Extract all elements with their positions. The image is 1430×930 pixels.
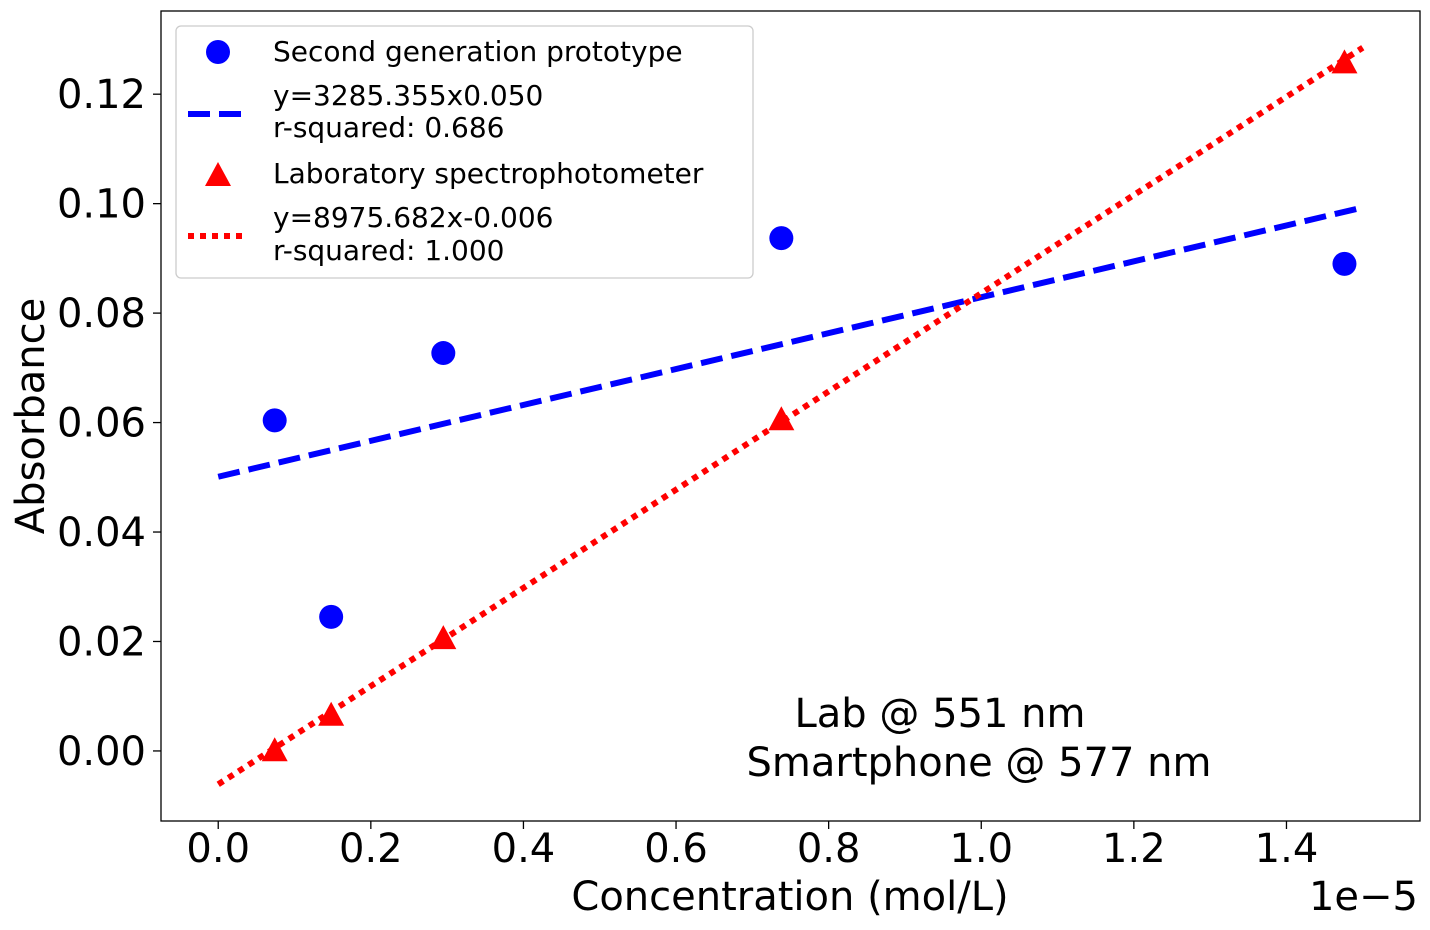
y-tick-label: 0.10 bbox=[57, 182, 146, 228]
plot-marks bbox=[216, 45, 1365, 787]
x-tick-label: 1.2 bbox=[1102, 826, 1166, 872]
legend-marker-spectrophotometer bbox=[205, 162, 231, 186]
y-axis-title: Absorbance bbox=[8, 298, 54, 534]
legend-label-prototype: Second generation prototype bbox=[273, 35, 683, 68]
spectrophotometer-point bbox=[261, 737, 288, 762]
spectrophotometer-point bbox=[1331, 49, 1358, 74]
prototype-point bbox=[431, 341, 456, 366]
spectrophotometer-point bbox=[430, 625, 457, 650]
spectrophotometer-point bbox=[768, 406, 795, 431]
y-tick-label: 0.02 bbox=[57, 619, 146, 665]
x-tick-label: 1.4 bbox=[1255, 826, 1319, 872]
annotation-line-1: Lab @ 551 nm bbox=[795, 691, 1086, 737]
legend-label-spectrophotometer: Laboratory spectrophotometer bbox=[273, 157, 704, 190]
y-tick-label: 0.00 bbox=[57, 729, 146, 775]
x-axis-offset-label: 1e−5 bbox=[1309, 874, 1418, 920]
spectrophotometer-point bbox=[318, 701, 345, 726]
prototype-point bbox=[769, 226, 794, 251]
legend-label-spectrophotometer-fit-equation: y=8975.682x-0.006 bbox=[273, 201, 553, 234]
x-tick-label: 0.8 bbox=[797, 826, 861, 872]
prototype-point bbox=[262, 408, 287, 433]
x-tick-label: 1.0 bbox=[949, 826, 1013, 872]
legend-box bbox=[175, 25, 754, 279]
x-tick-label: 0.6 bbox=[644, 826, 708, 872]
y-tick-label: 0.08 bbox=[57, 291, 146, 337]
legend-label-spectrophotometer-fit-rsquared: r-squared: 1.000 bbox=[273, 234, 504, 267]
prototype-point bbox=[1332, 251, 1357, 276]
y-axis: 0.00 0.02 0.04 0.06 0.08 0.10 0.12 bbox=[57, 72, 161, 775]
x-tick-label: 0.0 bbox=[186, 826, 250, 872]
annotation-line-2: Smartphone @ 577 nm bbox=[747, 740, 1212, 786]
legend-label-prototype-fit-rsquared: r-squared: 0.686 bbox=[273, 111, 504, 144]
wavelength-annotation: Lab @ 551 nm Smartphone @ 577 nm bbox=[747, 691, 1212, 786]
legend-label-prototype-fit-equation: y=3285.355x0.050 bbox=[273, 79, 543, 112]
y-tick-label: 0.06 bbox=[57, 401, 146, 447]
x-axis: 0.0 0.2 0.4 0.6 0.8 1.0 1.2 1.4 bbox=[186, 821, 1318, 872]
legend: Second generation prototype y=3285.355x0… bbox=[175, 25, 754, 279]
prototype-point bbox=[319, 604, 344, 629]
plot-frame bbox=[160, 10, 1421, 822]
y-tick-label: 0.12 bbox=[57, 72, 146, 118]
prototype-fit-line bbox=[217, 204, 1364, 480]
x-tick-label: 0.2 bbox=[339, 826, 403, 872]
legend-marker-prototype bbox=[206, 40, 230, 64]
x-tick-label: 0.4 bbox=[492, 826, 556, 872]
x-axis-title: Concentration (mol/L) bbox=[571, 874, 1008, 920]
y-tick-label: 0.04 bbox=[57, 510, 146, 556]
